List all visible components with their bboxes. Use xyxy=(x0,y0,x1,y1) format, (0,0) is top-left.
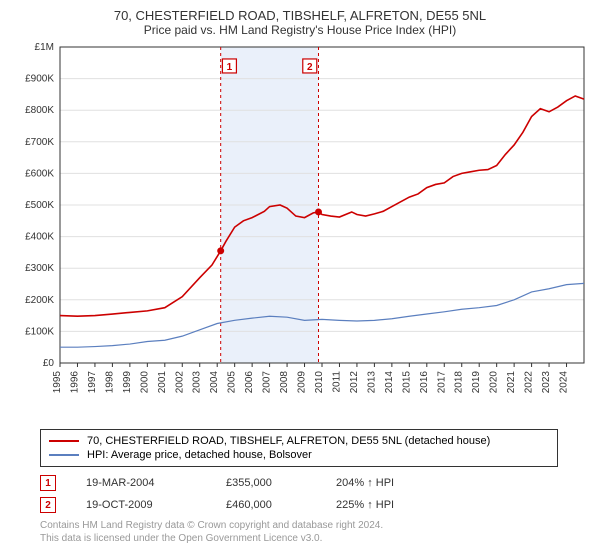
svg-text:2018: 2018 xyxy=(454,371,465,394)
svg-text:£700K: £700K xyxy=(25,137,54,148)
svg-text:2006: 2006 xyxy=(244,371,255,394)
svg-text:1996: 1996 xyxy=(69,371,80,394)
legend: 70, CHESTERFIELD ROAD, TIBSHELF, ALFRETO… xyxy=(40,429,558,467)
svg-text:£600K: £600K xyxy=(25,168,54,179)
svg-text:2013: 2013 xyxy=(366,371,377,394)
footer: Contains HM Land Registry data © Crown c… xyxy=(40,519,588,545)
svg-text:1998: 1998 xyxy=(104,371,115,394)
transaction-date: 19-OCT-2009 xyxy=(86,499,196,511)
svg-text:2002: 2002 xyxy=(174,371,185,394)
svg-text:2020: 2020 xyxy=(489,371,500,394)
svg-text:2009: 2009 xyxy=(297,371,308,394)
svg-text:£400K: £400K xyxy=(25,232,54,243)
transactions-table: 1 19-MAR-2004 £355,000 204% ↑ HPI 2 19-OCT-20… xyxy=(40,475,588,513)
svg-text:2017: 2017 xyxy=(436,371,447,394)
footer-line-2: This data is licensed under the Open Gov… xyxy=(40,532,588,545)
legend-item: HPI: Average price, detached house, Bols… xyxy=(49,448,549,462)
transaction-row: 2 19-OCT-2009 £460,000 225% ↑ HPI xyxy=(40,497,588,513)
legend-swatch xyxy=(49,440,79,442)
svg-text:2004: 2004 xyxy=(209,371,220,394)
legend-swatch xyxy=(49,454,79,456)
svg-text:2015: 2015 xyxy=(401,371,412,394)
svg-text:2019: 2019 xyxy=(471,371,482,394)
svg-text:1: 1 xyxy=(227,62,233,73)
svg-text:1995: 1995 xyxy=(52,371,63,394)
svg-text:2023: 2023 xyxy=(541,371,552,394)
svg-text:2003: 2003 xyxy=(192,371,203,394)
chart-svg: £0 £100K £200K £300K £400K £500K £600K £700K £80… xyxy=(12,43,588,423)
legend-label: 70, CHESTERFIELD ROAD, TIBSHELF, ALFRETO… xyxy=(87,435,490,447)
transaction-marker: 1 xyxy=(40,475,56,491)
svg-text:2016: 2016 xyxy=(419,371,430,394)
svg-text:2005: 2005 xyxy=(227,371,238,394)
svg-text:2: 2 xyxy=(307,62,313,73)
svg-text:£800K: £800K xyxy=(25,105,54,116)
title-sub: Price paid vs. HM Land Registry's House … xyxy=(12,23,588,37)
legend-label: HPI: Average price, detached house, Bols… xyxy=(87,449,312,461)
svg-text:£900K: £900K xyxy=(25,74,54,85)
svg-text:£100K: £100K xyxy=(25,326,54,337)
footer-line-1: Contains HM Land Registry data © Crown c… xyxy=(40,519,588,532)
svg-text:2021: 2021 xyxy=(506,371,517,394)
transaction-price: £460,000 xyxy=(226,499,306,511)
transaction-delta: 225% ↑ HPI xyxy=(336,499,394,511)
transaction-delta: 204% ↑ HPI xyxy=(336,477,394,489)
svg-text:£1M: £1M xyxy=(35,43,54,53)
svg-text:£0: £0 xyxy=(43,358,55,369)
transaction-date: 19-MAR-2004 xyxy=(86,477,196,489)
svg-text:2007: 2007 xyxy=(262,371,273,394)
transaction-row: 1 19-MAR-2004 £355,000 204% ↑ HPI xyxy=(40,475,588,491)
svg-text:2022: 2022 xyxy=(524,371,535,394)
svg-text:2010: 2010 xyxy=(314,371,325,394)
svg-text:£500K: £500K xyxy=(25,200,54,211)
title-main: 70, CHESTERFIELD ROAD, TIBSHELF, ALFRETO… xyxy=(12,8,588,23)
svg-text:£200K: £200K xyxy=(25,295,54,306)
chart-container: 70, CHESTERFIELD ROAD, TIBSHELF, ALFRETO… xyxy=(0,0,600,553)
svg-text:2008: 2008 xyxy=(279,371,290,394)
svg-text:2000: 2000 xyxy=(139,371,150,394)
svg-text:2012: 2012 xyxy=(349,371,360,394)
svg-text:1999: 1999 xyxy=(122,371,133,394)
transaction-price: £355,000 xyxy=(226,477,306,489)
chart: £0 £100K £200K £300K £400K £500K £600K £700K £80… xyxy=(12,43,588,423)
svg-text:2001: 2001 xyxy=(157,371,168,394)
transaction-marker: 2 xyxy=(40,497,56,513)
svg-text:£300K: £300K xyxy=(25,263,54,274)
svg-text:2011: 2011 xyxy=(331,371,342,393)
svg-text:2024: 2024 xyxy=(559,371,570,394)
legend-item: 70, CHESTERFIELD ROAD, TIBSHELF, ALFRETO… xyxy=(49,434,549,448)
svg-text:2014: 2014 xyxy=(384,371,395,394)
svg-text:1997: 1997 xyxy=(87,371,98,394)
